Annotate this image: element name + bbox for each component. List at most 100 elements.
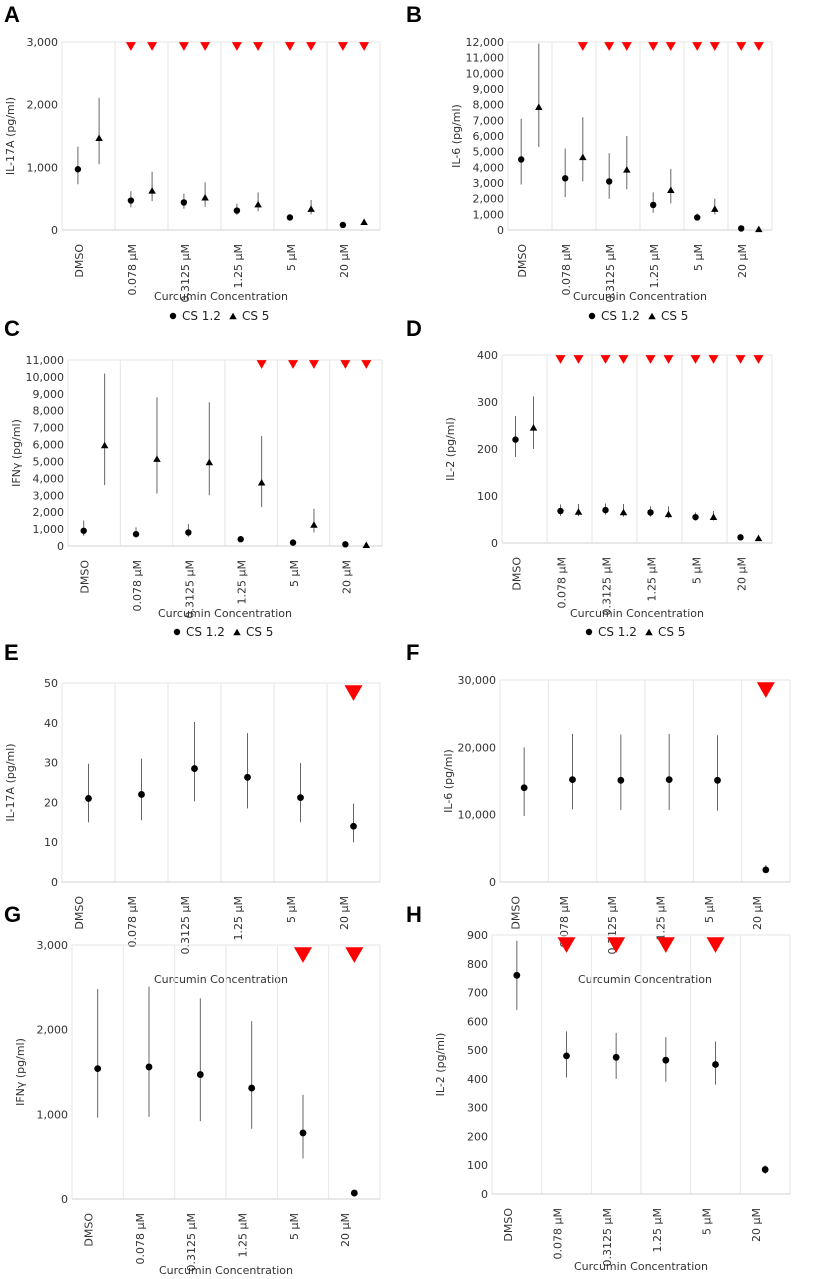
y-axis-label: IL-6 (pg/ml) bbox=[442, 749, 455, 813]
y-tick-label: 100 bbox=[477, 490, 498, 503]
significance-marker bbox=[709, 42, 720, 51]
significance-marker bbox=[178, 42, 189, 51]
x-tick-label-5-um: 5 µM bbox=[701, 1208, 714, 1235]
x-tick-label-1-25-um: 1.25 µM bbox=[232, 244, 245, 288]
panel-g: G 0 1,000 2,000 3,000 IFNγ (pg/ml) DMSO 0.078 µ… bbox=[4, 902, 381, 1277]
y-tick-label: 2,000 bbox=[37, 1024, 69, 1037]
panel-letter: F bbox=[406, 640, 419, 665]
data-point-circle bbox=[563, 1052, 570, 1060]
x-tick-label-20-um: 20 µM bbox=[338, 244, 351, 278]
data-point-triangle bbox=[619, 508, 628, 516]
data-point-circle bbox=[286, 214, 294, 221]
legend-label: CS 5 bbox=[246, 625, 273, 639]
data-point-circle bbox=[74, 166, 82, 173]
panel-letter: H bbox=[406, 902, 422, 927]
x-tick-label-dmso: DMSO bbox=[73, 896, 86, 930]
data-point-circle bbox=[94, 1065, 102, 1073]
significance-marker bbox=[648, 42, 659, 51]
x-tick-label-5-um: 5 µM bbox=[690, 557, 703, 584]
data-point-circle bbox=[737, 534, 744, 541]
data-point-circle bbox=[185, 529, 192, 536]
x-tick-label-0-078-um: 0.078 µM bbox=[131, 560, 144, 611]
x-tick-label-0-078-um: 0.078 µM bbox=[126, 896, 139, 947]
data-point-circle bbox=[297, 794, 304, 802]
legend-triangle-marker bbox=[648, 312, 656, 320]
significance-marker bbox=[345, 947, 364, 963]
y-tick-label: 9,000 bbox=[33, 388, 65, 401]
y-tick-label: 5,000 bbox=[33, 455, 65, 468]
significance-marker bbox=[573, 355, 584, 364]
x-tick-label-dmso: DMSO bbox=[79, 560, 92, 594]
y-tick-label: 10 bbox=[44, 836, 58, 849]
legend-circle-marker bbox=[169, 312, 177, 320]
significance-marker bbox=[361, 360, 372, 369]
significance-marker bbox=[621, 42, 632, 51]
data-point-circle bbox=[617, 776, 625, 784]
data-point-circle bbox=[650, 201, 657, 209]
x-tick-label-0-3125-um: 0.3125 µM bbox=[604, 244, 617, 302]
x-tick-label-0-078-um: 0.078 µM bbox=[134, 1213, 147, 1264]
data-point-circle bbox=[244, 773, 251, 781]
data-point-circle bbox=[196, 1071, 204, 1078]
y-tick-label: 20,000 bbox=[458, 741, 497, 754]
x-tick-label-0-078-um: 0.078 µM bbox=[552, 1208, 565, 1259]
legend-label: CS 5 bbox=[242, 309, 269, 323]
x-tick-label-20-um: 20 µM bbox=[751, 896, 764, 930]
data-point-circle bbox=[350, 1189, 358, 1197]
y-tick-label: 50 bbox=[44, 677, 58, 690]
data-point-circle bbox=[612, 1053, 620, 1061]
y-axis-label: IFNγ (pg/ml) bbox=[14, 1038, 27, 1106]
significance-marker bbox=[735, 355, 746, 364]
x-tick-label-0-3125-um: 0.3125 µM bbox=[601, 1208, 614, 1266]
y-tick-label: 40 bbox=[44, 717, 58, 730]
data-point-circle bbox=[127, 197, 135, 204]
y-tick-label: 0 bbox=[481, 1188, 488, 1201]
data-point-circle bbox=[738, 225, 745, 232]
data-point-triangle bbox=[307, 205, 315, 212]
y-tick-label: 3,000 bbox=[27, 36, 59, 49]
y-tick-label: 10,000 bbox=[466, 67, 505, 80]
x-tick-label-1-25-um: 1.25 µM bbox=[645, 557, 658, 601]
significance-marker bbox=[600, 355, 611, 364]
y-tick-label: 200 bbox=[467, 1130, 488, 1143]
data-point-circle bbox=[557, 507, 564, 515]
legend: CS 1.2 CS 5 bbox=[585, 625, 685, 639]
x-tick-label-0-3125-um: 0.3125 µM bbox=[185, 1213, 198, 1271]
significance-marker bbox=[656, 937, 675, 953]
significance-marker bbox=[306, 42, 317, 51]
x-tick-label-0-3125-um: 0.3125 µM bbox=[183, 560, 196, 618]
y-tick-label: 5,000 bbox=[473, 146, 505, 159]
y-tick-label: 3,000 bbox=[473, 177, 505, 190]
y-tick-label: 300 bbox=[477, 396, 498, 409]
x-tick-label-dmso: DMSO bbox=[516, 244, 529, 278]
legend-label: CS 5 bbox=[658, 625, 685, 639]
x-tick-label-5-um: 5 µM bbox=[288, 560, 301, 587]
data-point-circle bbox=[289, 539, 297, 546]
data-point-circle bbox=[138, 791, 145, 798]
data-point-triangle bbox=[529, 424, 538, 431]
legend-triangle-marker bbox=[645, 628, 653, 636]
y-tick-label: 1,000 bbox=[37, 1108, 69, 1121]
panel-letter: D bbox=[406, 316, 422, 341]
y-tick-label: 3,000 bbox=[37, 939, 69, 952]
significance-marker bbox=[359, 42, 370, 51]
y-tick-label: 20 bbox=[44, 796, 58, 809]
data-point-circle bbox=[180, 199, 188, 206]
x-tick-label-1-25-um: 1.25 µM bbox=[654, 896, 667, 940]
x-tick-label-0-3125-um: 0.3125 µM bbox=[179, 896, 192, 954]
legend-label: CS 5 bbox=[661, 309, 688, 323]
data-point-triangle bbox=[95, 134, 103, 142]
legend-circle-marker bbox=[588, 312, 596, 320]
significance-marker bbox=[555, 355, 566, 364]
panel-letter: G bbox=[4, 902, 21, 927]
x-tick-label-1-25-um: 1.25 µM bbox=[232, 896, 245, 940]
data-point-triangle bbox=[574, 508, 583, 515]
x-tick-label-5-um: 5 µM bbox=[703, 896, 716, 923]
data-point-circle bbox=[712, 1061, 719, 1068]
y-tick-label: 0 bbox=[489, 876, 496, 889]
y-tick-label: 2,000 bbox=[27, 99, 59, 112]
y-tick-label: 700 bbox=[467, 987, 488, 1000]
y-tick-label: 900 bbox=[467, 929, 488, 942]
x-tick-label-5-um: 5 µM bbox=[285, 244, 298, 271]
legend-label: CS 1.2 bbox=[601, 309, 640, 323]
